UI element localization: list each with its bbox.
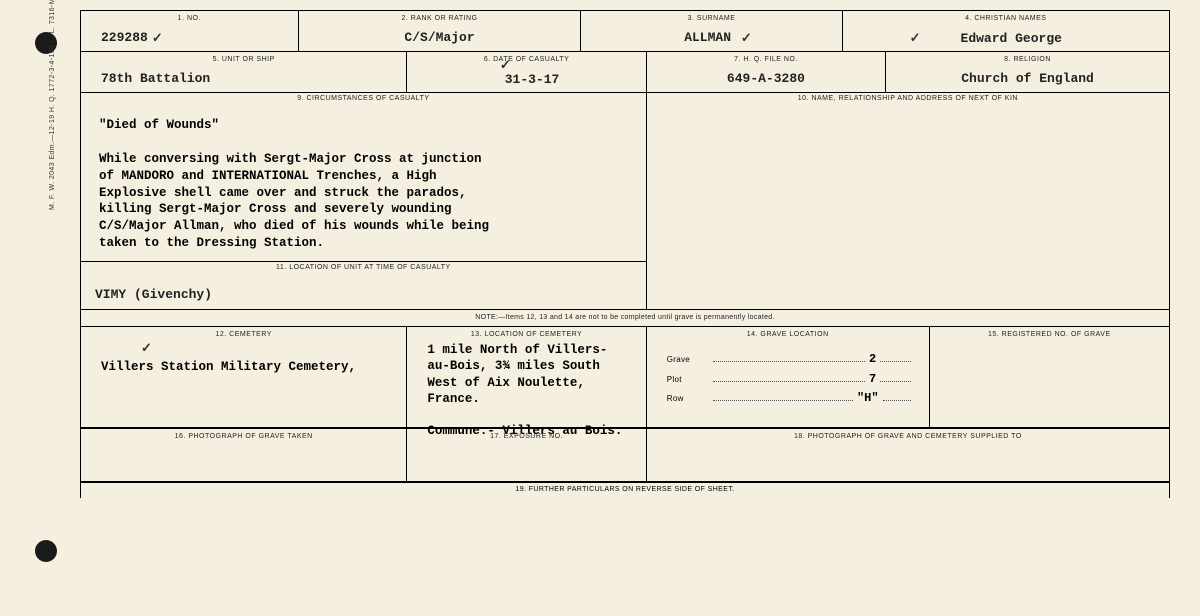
label-reg-no-grave: 15. REGISTERED NO. OF GRAVE [936,329,1163,338]
value-no: 229288✓ [87,22,292,49]
grave-label-plot: Plot [667,375,709,385]
cell-reg-no-grave: 15. REGISTERED NO. OF GRAVE [930,327,1169,427]
cell-date-casualty: 6. DATE OF CASUALTY ✓31-3-17 [407,52,646,92]
label-circumstances: 9. CIRCUMSTANCES OF CASUALTY [81,93,646,111]
cell-photo-taken: 16. PHOTOGRAPH OF GRAVE TAKEN [81,429,407,481]
row-note: NOTE:—Items 12, 13 and 14 are not to be … [81,309,1169,327]
label-photo-taken: 16. PHOTOGRAPH OF GRAVE TAKEN [87,431,400,440]
grave-line-grave: Grave 2 [667,348,915,368]
value-loc-unit: VIMY (Givenchy) [81,279,646,309]
cell-rank: 2. RANK OR RATING C/S/Major [299,11,582,51]
grave-value-plot: 7 [869,372,876,388]
label-exposure: 17. EXPOSURE NO. [413,431,639,440]
value-rank: C/S/Major [305,22,575,49]
label-rank: 2. RANK OR RATING [305,13,575,22]
row-further: 19. FURTHER PARTICULARS ON REVERSE SIDE … [81,482,1169,498]
value-unit: 78th Battalion✓ [87,63,400,90]
label-cemetery: 12. CEMETERY [87,329,400,338]
grave-label-row: Row [667,394,709,404]
document-card: M. F. W. 2043 Edm.—12-19 H. Q. 1772-3-4-… [0,0,1200,616]
label-loc-unit: 11. LOCATION OF UNIT AT TIME OF CASUALTY [81,261,646,279]
form-reference-sidebar: M. F. W. 2043 Edm.—12-19 H. Q. 1772-3-4-… [48,0,57,210]
grave-line-plot: Plot 7 [667,368,915,388]
cell-loc-cemetery: 13. LOCATION OF CEMETERY 1 mile North of… [407,327,646,427]
cell-grave-loc: 14. GRAVE LOCATION Grave 2 Plot 7 [647,327,930,427]
label-date-casualty: 6. DATE OF CASUALTY [413,54,639,63]
cell-exposure: 17. EXPOSURE NO. [407,429,646,481]
cell-no: 1. NO. 229288✓ [81,11,299,51]
punch-hole-bottom [35,540,57,562]
value-loc-cemetery: 1 mile North of Villers- au-Bois, 3¾ mil… [413,338,639,442]
cell-unit: 5. UNIT OR SHIP 78th Battalion✓ [81,52,407,92]
label-religion: 8. RELIGION [892,54,1163,63]
cell-hq-file: 7. H. Q. FILE NO. 649-A-3280 [647,52,886,92]
label-nok: 10. NAME, RELATIONSHIP AND ADDRESS OF NE… [647,93,1169,111]
label-no: 1. NO. [87,13,292,22]
col-circumstances: 9. CIRCUMSTANCES OF CASUALTY "Died of Wo… [81,93,647,309]
label-photo-supplied: 18. PHOTOGRAPH OF GRAVE AND CEMETERY SUP… [653,431,1163,440]
label-loc-cemetery: 13. LOCATION OF CEMETERY [413,329,639,338]
row-cemetery: 12. CEMETERY ✓Villers Station Military C… [81,327,1169,428]
grave-line-row: Row "H" [667,387,915,407]
label-christian: 4. CHRISTIAN NAMES [849,13,1163,22]
casualty-form: 1. NO. 229288✓ 2. RANK OR RATING C/S/Maj… [80,10,1170,498]
cell-surname: 3. SURNAME ALLMAN ✓ [581,11,842,51]
row-circumstances-nok: 9. CIRCUMSTANCES OF CASUALTY "Died of Wo… [81,93,1169,309]
value-christian: ✓Edward George [849,22,1163,50]
cell-christian: 4. CHRISTIAN NAMES ✓Edward George [843,11,1169,51]
value-nok [647,111,1169,123]
value-religion: Church of England [892,63,1163,90]
label-surname: 3. SURNAME [587,13,835,22]
value-surname: ALLMAN ✓ [587,22,835,49]
cell-photo-supplied: 18. PHOTOGRAPH OF GRAVE AND CEMETERY SUP… [647,429,1169,481]
grave-value-row: "H" [857,391,879,407]
row-identity: 1. NO. 229288✓ 2. RANK OR RATING C/S/Maj… [81,11,1169,52]
label-unit: 5. UNIT OR SHIP [87,54,400,63]
label-hq-file: 7. H. Q. FILE NO. [653,54,879,63]
col-nok: 10. NAME, RELATIONSHIP AND ADDRESS OF NE… [647,93,1169,309]
row-unit: 5. UNIT OR SHIP 78th Battalion✓ 6. DATE … [81,52,1169,93]
value-date-casualty: ✓31-3-17 [413,63,639,91]
label-grave-loc: 14. GRAVE LOCATION [653,329,923,338]
value-reg-no-grave [936,338,1163,344]
row-photo: 16. PHOTOGRAPH OF GRAVE TAKEN 17. EXPOSU… [81,428,1169,482]
cell-religion: 8. RELIGION Church of England [886,52,1169,92]
value-cemetery: ✓Villers Station Military Cemetery, [87,338,400,378]
value-hq-file: 649-A-3280 [653,63,879,90]
value-circumstances: "Died of Wounds" While conversing with S… [81,111,646,261]
cell-cemetery: 12. CEMETERY ✓Villers Station Military C… [81,327,407,427]
grave-value-grave: 2 [869,352,876,368]
grave-label-grave: Grave [667,355,709,365]
